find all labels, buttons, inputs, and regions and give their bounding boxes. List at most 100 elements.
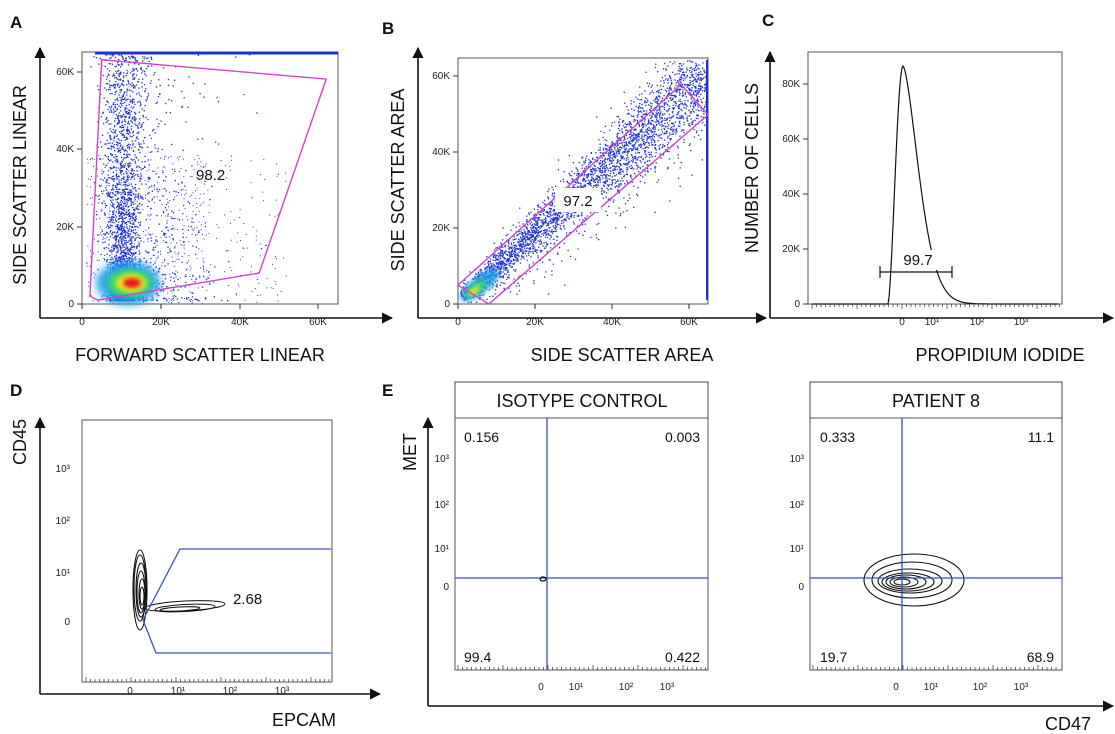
scatter-point — [106, 253, 108, 255]
scatter-point — [619, 183, 621, 185]
scatter-point — [577, 225, 579, 227]
scatter-point — [109, 249, 111, 251]
scatter-point — [112, 132, 114, 134]
scatter-point — [125, 187, 127, 190]
scatter-point — [511, 246, 513, 248]
scatter-point — [537, 226, 540, 229]
scatter-point — [514, 255, 516, 257]
scatter-point — [93, 165, 94, 167]
scatter-point — [133, 119, 135, 121]
scatter-point — [691, 61, 694, 63]
scatter-point — [124, 149, 126, 151]
scatter-point — [156, 245, 158, 246]
scatter-point — [110, 259, 112, 261]
scatter-point — [123, 213, 125, 215]
scatter-point — [146, 57, 148, 60]
scatter-point — [167, 215, 169, 217]
scatter-point — [116, 192, 119, 195]
scatter-point — [112, 211, 114, 213]
scatter-point — [129, 254, 132, 256]
scatter-point — [655, 115, 658, 117]
scatter-point — [106, 75, 108, 78]
scatter-point — [125, 75, 127, 77]
scatter-point — [148, 164, 150, 166]
scatter-point — [129, 172, 131, 174]
scatter-point — [121, 95, 123, 97]
scatter-point — [147, 199, 149, 201]
scatter-point — [129, 191, 131, 193]
scatter-point — [172, 163, 174, 165]
scatter-point — [647, 100, 649, 102]
scatter-point — [114, 66, 116, 68]
scatter-point — [179, 277, 181, 279]
scatter-point — [654, 144, 656, 146]
scatter-point — [130, 230, 132, 233]
scatter-point — [132, 206, 134, 209]
scatter-point — [108, 213, 110, 215]
scatter-point — [642, 141, 645, 143]
scatter-point — [542, 210, 544, 212]
scatter-point — [654, 66, 657, 69]
scatter-point — [121, 224, 123, 226]
scatter-point — [192, 276, 194, 277]
scatter-point — [634, 161, 637, 164]
scatter-point — [122, 94, 125, 96]
scatter-point — [162, 280, 164, 282]
scatter-point — [122, 196, 124, 198]
scatter-point — [126, 129, 129, 131]
scatter-point — [166, 198, 168, 200]
scatter-point — [263, 200, 265, 202]
scatter-point — [216, 224, 218, 226]
scatter-point — [604, 167, 606, 169]
scatter-point — [162, 195, 164, 197]
scatter-point — [173, 295, 175, 297]
scatter-point — [667, 166, 669, 169]
scatter-point — [107, 191, 109, 193]
scatter-point — [121, 233, 123, 236]
scatter-point — [692, 110, 694, 112]
scatter-point — [129, 236, 131, 238]
scatter-point — [134, 87, 136, 89]
scatter-point — [95, 213, 97, 215]
scatter-point — [138, 253, 140, 255]
scatter-point — [139, 145, 141, 148]
scatter-point — [133, 246, 135, 248]
scatter-point — [191, 194, 193, 196]
scatter-point — [139, 242, 141, 244]
scatter-point — [609, 155, 611, 157]
scatter-point — [679, 77, 681, 79]
scatter-point — [601, 163, 603, 165]
scatter-point — [668, 158, 671, 160]
scatter-point — [121, 255, 123, 257]
scatter-point — [128, 257, 131, 260]
scatter-point — [126, 129, 128, 131]
scatter-point — [561, 216, 564, 218]
scatter-point — [611, 144, 613, 146]
scatter-point — [201, 138, 204, 140]
scatter-point — [115, 218, 117, 220]
scatter-point — [605, 196, 607, 198]
scatter-point — [682, 117, 684, 119]
scatter-point — [140, 221, 142, 223]
scatter-point — [536, 227, 538, 229]
scatter-point — [109, 236, 112, 238]
scatter-point — [195, 278, 197, 281]
scatter-point — [155, 86, 157, 88]
scatter-point — [162, 171, 164, 174]
scatter-point — [488, 265, 490, 267]
scatter-point — [535, 217, 537, 219]
scatter-point — [652, 126, 655, 129]
scatter-point — [162, 188, 164, 190]
scatter-point — [107, 263, 109, 266]
scatter-point — [142, 60, 144, 62]
scatter-point — [538, 226, 540, 228]
scatter-point — [87, 285, 89, 287]
scatter-point — [138, 148, 140, 151]
scatter-point — [513, 262, 516, 264]
scatter-point — [651, 137, 653, 139]
scatter-point — [637, 110, 639, 112]
scatter-point — [495, 257, 497, 259]
scatter-point — [141, 82, 143, 84]
scatter-point — [202, 166, 205, 168]
scatter-point — [134, 113, 137, 115]
